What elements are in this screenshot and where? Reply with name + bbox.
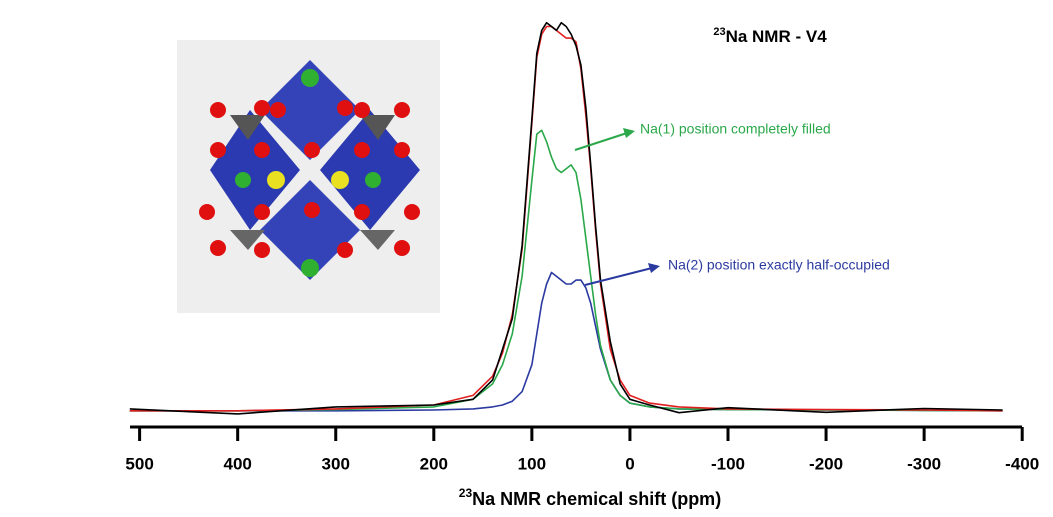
x-tick-label: 100 bbox=[518, 454, 546, 473]
x-tick-label: 500 bbox=[125, 454, 153, 473]
annotation-arrow bbox=[574, 132, 628, 151]
chart-title: 23Na NMR - V4 bbox=[713, 26, 827, 47]
title-text: Na NMR - V4 bbox=[726, 27, 828, 46]
xlabel-sup: 23 bbox=[459, 486, 473, 500]
series-line bbox=[129, 21, 1003, 415]
xlabel-text: Na NMR chemical shift (ppm) bbox=[472, 489, 721, 509]
x-tick-label: -400 bbox=[1005, 454, 1039, 473]
arrow-head bbox=[648, 263, 660, 273]
x-tick-label: -200 bbox=[809, 454, 843, 473]
annotation-text: Na(2) position exactly half-occupied bbox=[668, 257, 890, 273]
title-sup: 23 bbox=[713, 26, 725, 38]
x-tick-label: 200 bbox=[420, 454, 448, 473]
x-axis-label: 23Na NMR chemical shift (ppm) bbox=[459, 486, 721, 509]
x-tick-label: 0 bbox=[625, 454, 634, 473]
annotation-arrow bbox=[584, 267, 653, 286]
x-tick-label: -300 bbox=[907, 454, 941, 473]
x-tick-label: -100 bbox=[711, 454, 745, 473]
annotation-text: Na(1) position completely filled bbox=[640, 121, 831, 137]
series-line bbox=[129, 129, 1003, 412]
arrow-head bbox=[623, 128, 635, 138]
x-tick-label: 300 bbox=[322, 454, 350, 473]
x-tick-label: 400 bbox=[223, 454, 251, 473]
crystal-inset bbox=[177, 40, 440, 313]
